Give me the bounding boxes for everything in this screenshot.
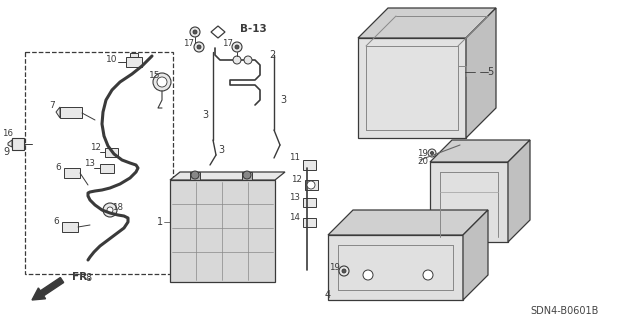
Text: 1: 1 bbox=[157, 217, 163, 227]
Circle shape bbox=[423, 270, 433, 280]
Circle shape bbox=[193, 30, 197, 34]
Polygon shape bbox=[305, 180, 318, 190]
Text: 13: 13 bbox=[84, 159, 95, 167]
Circle shape bbox=[307, 181, 315, 189]
Text: 9: 9 bbox=[3, 147, 9, 157]
Circle shape bbox=[431, 152, 433, 154]
Text: 15: 15 bbox=[149, 70, 161, 79]
Text: B-13: B-13 bbox=[240, 24, 267, 34]
Polygon shape bbox=[358, 38, 466, 138]
Polygon shape bbox=[130, 53, 138, 57]
Text: 14: 14 bbox=[289, 213, 301, 222]
Circle shape bbox=[342, 269, 346, 273]
Text: 3: 3 bbox=[280, 95, 286, 105]
Circle shape bbox=[244, 56, 252, 64]
Text: 6: 6 bbox=[53, 217, 59, 226]
Polygon shape bbox=[64, 168, 80, 178]
Circle shape bbox=[103, 203, 117, 217]
Polygon shape bbox=[242, 172, 252, 180]
Text: 4: 4 bbox=[325, 290, 331, 300]
Polygon shape bbox=[190, 172, 200, 180]
Text: 12: 12 bbox=[90, 144, 102, 152]
Circle shape bbox=[339, 266, 349, 276]
Polygon shape bbox=[303, 160, 316, 170]
Polygon shape bbox=[170, 180, 275, 282]
Circle shape bbox=[233, 56, 241, 64]
Polygon shape bbox=[463, 210, 488, 300]
Text: 17: 17 bbox=[223, 39, 234, 48]
Circle shape bbox=[363, 270, 373, 280]
Polygon shape bbox=[303, 218, 316, 227]
Text: 12: 12 bbox=[291, 174, 303, 183]
Text: 6: 6 bbox=[55, 162, 61, 172]
Polygon shape bbox=[328, 235, 463, 300]
Polygon shape bbox=[303, 198, 316, 207]
Text: 3: 3 bbox=[202, 110, 208, 120]
Polygon shape bbox=[62, 222, 78, 232]
Polygon shape bbox=[508, 140, 530, 242]
Text: 19: 19 bbox=[328, 263, 339, 272]
Circle shape bbox=[232, 42, 242, 52]
Text: 16: 16 bbox=[3, 129, 13, 137]
Circle shape bbox=[153, 73, 171, 91]
FancyArrow shape bbox=[32, 278, 63, 300]
Circle shape bbox=[191, 171, 199, 179]
Bar bbox=[25, 52, 173, 274]
Polygon shape bbox=[170, 172, 285, 180]
Text: 2: 2 bbox=[269, 50, 275, 60]
Polygon shape bbox=[100, 164, 114, 173]
Polygon shape bbox=[105, 148, 118, 157]
Polygon shape bbox=[12, 138, 24, 150]
Text: 5: 5 bbox=[487, 67, 493, 77]
Text: 10: 10 bbox=[106, 55, 118, 63]
Circle shape bbox=[428, 149, 436, 157]
Circle shape bbox=[194, 42, 204, 52]
Circle shape bbox=[190, 27, 200, 37]
Polygon shape bbox=[430, 162, 508, 242]
Text: 7: 7 bbox=[49, 101, 55, 110]
Text: 19: 19 bbox=[417, 149, 428, 158]
Text: 13: 13 bbox=[289, 192, 301, 202]
Circle shape bbox=[235, 45, 239, 49]
Polygon shape bbox=[8, 140, 12, 147]
Polygon shape bbox=[466, 8, 496, 138]
Polygon shape bbox=[126, 57, 142, 67]
Polygon shape bbox=[358, 8, 496, 38]
Polygon shape bbox=[430, 140, 530, 162]
Circle shape bbox=[157, 77, 167, 87]
Polygon shape bbox=[211, 26, 225, 38]
Polygon shape bbox=[60, 107, 82, 118]
Text: 11: 11 bbox=[289, 152, 301, 161]
Circle shape bbox=[243, 171, 251, 179]
Text: 20: 20 bbox=[417, 158, 428, 167]
Text: FR.: FR. bbox=[72, 272, 92, 282]
Text: 3: 3 bbox=[218, 145, 224, 155]
Text: 18: 18 bbox=[113, 204, 124, 212]
Text: 17: 17 bbox=[184, 40, 195, 48]
Circle shape bbox=[197, 45, 201, 49]
Polygon shape bbox=[56, 107, 60, 118]
Text: 8: 8 bbox=[85, 273, 91, 283]
Circle shape bbox=[107, 207, 113, 213]
Text: SDN4-B0601B: SDN4-B0601B bbox=[531, 306, 599, 316]
Polygon shape bbox=[328, 210, 488, 235]
